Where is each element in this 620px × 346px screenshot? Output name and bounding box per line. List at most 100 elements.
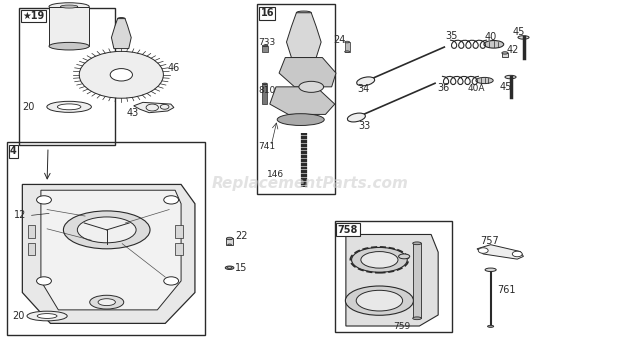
Circle shape	[164, 196, 179, 204]
Text: 20: 20	[22, 102, 35, 112]
Ellipse shape	[78, 217, 136, 243]
Ellipse shape	[413, 242, 422, 245]
Text: 24: 24	[334, 35, 346, 45]
Polygon shape	[279, 57, 336, 87]
Bar	[226, 238, 232, 245]
Ellipse shape	[262, 83, 267, 84]
Ellipse shape	[27, 311, 67, 321]
Bar	[175, 225, 183, 238]
Text: 45: 45	[512, 27, 525, 37]
Text: 36: 36	[438, 83, 450, 93]
Ellipse shape	[502, 52, 508, 54]
Bar	[7, 142, 205, 335]
Circle shape	[79, 51, 164, 98]
Ellipse shape	[37, 313, 57, 318]
Circle shape	[478, 248, 488, 253]
Bar	[49, 7, 89, 46]
Ellipse shape	[90, 295, 124, 309]
Bar	[502, 53, 508, 57]
Bar	[413, 243, 422, 318]
Ellipse shape	[413, 317, 422, 320]
Text: 12: 12	[14, 210, 27, 220]
Polygon shape	[346, 235, 438, 326]
Polygon shape	[41, 190, 181, 310]
Ellipse shape	[49, 3, 89, 10]
Ellipse shape	[345, 286, 414, 315]
Ellipse shape	[345, 51, 350, 53]
Text: 33: 33	[358, 121, 371, 131]
Text: 45: 45	[499, 82, 511, 92]
Ellipse shape	[485, 268, 496, 272]
Text: 35: 35	[446, 31, 458, 41]
Bar	[19, 8, 115, 145]
Bar	[262, 84, 267, 104]
Text: ReplacementParts.com: ReplacementParts.com	[211, 176, 409, 191]
Ellipse shape	[277, 114, 324, 126]
Ellipse shape	[476, 78, 493, 84]
Polygon shape	[477, 245, 523, 259]
Ellipse shape	[299, 81, 324, 92]
Text: 758: 758	[338, 225, 358, 235]
Ellipse shape	[356, 290, 402, 311]
Text: 40A: 40A	[467, 84, 485, 93]
Text: 34: 34	[358, 84, 370, 93]
Bar	[257, 4, 335, 194]
Bar	[28, 225, 35, 238]
Ellipse shape	[484, 40, 503, 48]
Bar	[262, 46, 268, 52]
Polygon shape	[286, 13, 321, 57]
Ellipse shape	[352, 247, 407, 272]
Text: ★19: ★19	[22, 11, 45, 21]
Polygon shape	[270, 87, 335, 115]
Circle shape	[164, 277, 179, 285]
Text: 757: 757	[480, 236, 499, 246]
Text: 146: 146	[267, 170, 284, 179]
Text: 22: 22	[235, 231, 247, 241]
Ellipse shape	[399, 254, 410, 259]
Circle shape	[110, 69, 133, 81]
Text: 759: 759	[394, 322, 411, 331]
Text: 42: 42	[507, 45, 519, 55]
Ellipse shape	[49, 43, 89, 50]
Polygon shape	[22, 184, 195, 324]
Ellipse shape	[98, 299, 115, 306]
Bar	[175, 243, 183, 255]
Circle shape	[161, 104, 169, 109]
Text: 43: 43	[126, 108, 138, 118]
Bar	[335, 221, 452, 331]
Polygon shape	[134, 102, 174, 113]
Ellipse shape	[505, 75, 516, 79]
Text: 46: 46	[168, 63, 180, 73]
Circle shape	[512, 251, 522, 257]
Text: 20: 20	[12, 311, 24, 321]
Circle shape	[146, 104, 159, 111]
Text: 15: 15	[235, 263, 247, 273]
Ellipse shape	[347, 113, 365, 122]
Ellipse shape	[487, 325, 494, 327]
Bar	[28, 243, 35, 255]
Ellipse shape	[226, 237, 232, 240]
Ellipse shape	[345, 41, 350, 43]
Ellipse shape	[228, 244, 231, 245]
Ellipse shape	[225, 266, 234, 270]
Ellipse shape	[518, 36, 529, 39]
Circle shape	[37, 196, 51, 204]
Polygon shape	[112, 19, 131, 48]
Ellipse shape	[63, 211, 150, 249]
Ellipse shape	[118, 18, 125, 20]
Text: 810: 810	[259, 86, 276, 95]
Text: 4: 4	[10, 146, 17, 156]
Ellipse shape	[47, 101, 91, 112]
Ellipse shape	[58, 104, 81, 110]
Ellipse shape	[361, 252, 398, 268]
Ellipse shape	[61, 5, 78, 8]
Text: 741: 741	[259, 142, 276, 151]
Ellipse shape	[262, 45, 268, 47]
Bar	[345, 42, 350, 52]
Text: 761: 761	[497, 285, 515, 295]
Ellipse shape	[296, 11, 311, 15]
Text: 733: 733	[259, 38, 276, 47]
Ellipse shape	[228, 267, 232, 268]
Text: 16: 16	[260, 8, 274, 18]
Circle shape	[37, 277, 51, 285]
